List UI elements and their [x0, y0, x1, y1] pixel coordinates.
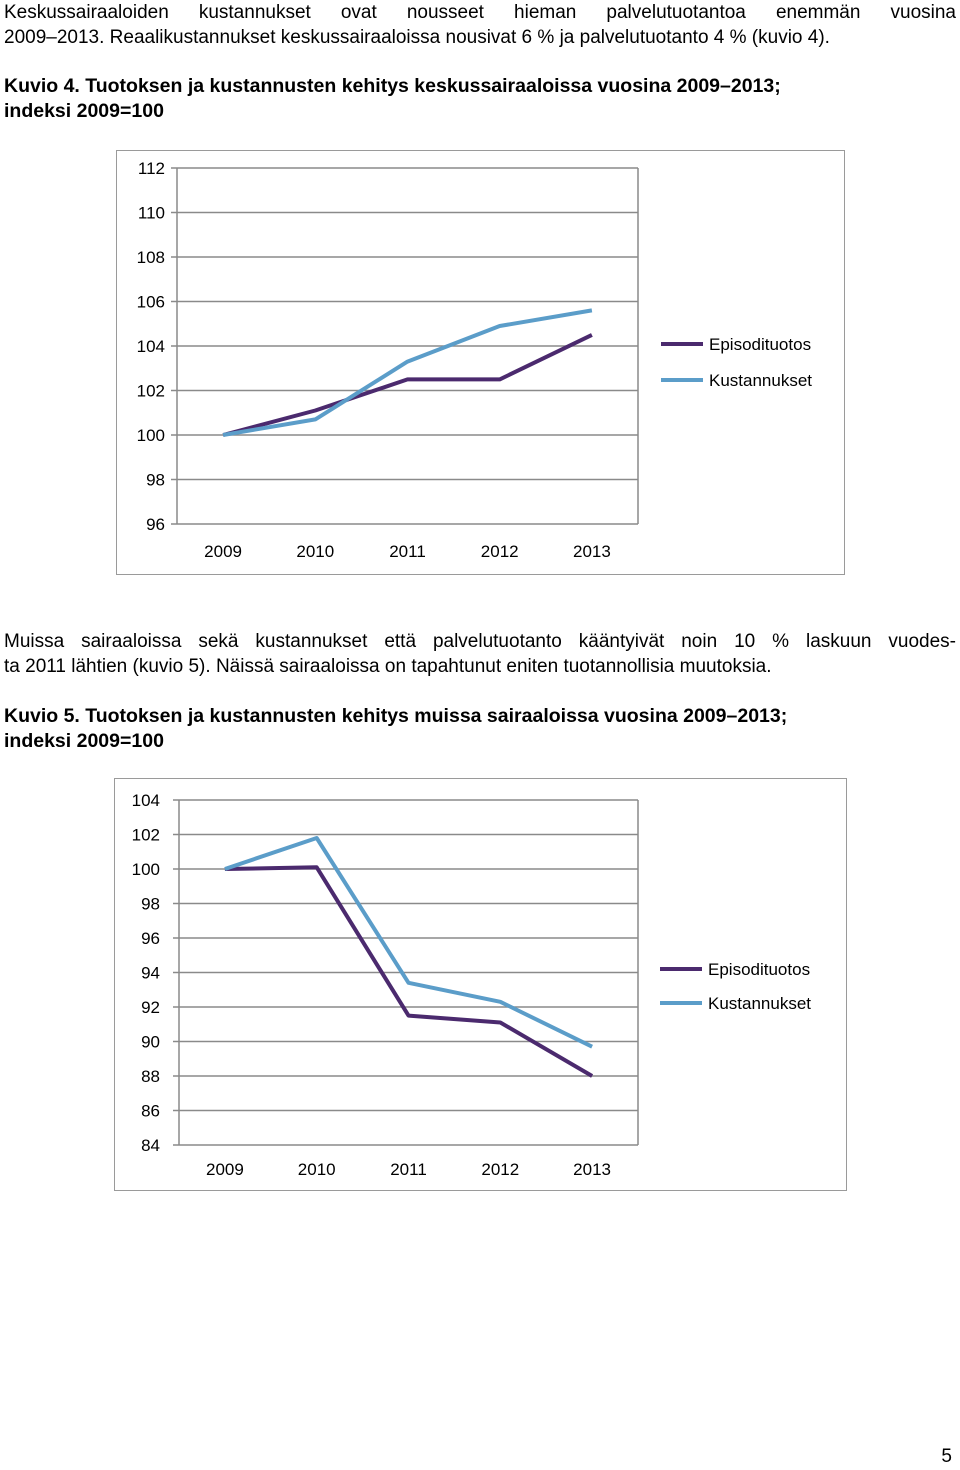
page-number: 5: [941, 1446, 952, 1467]
figure4-x-tick-label: 2012: [481, 542, 519, 561]
figure5-y-tick-label: 88: [141, 1067, 160, 1086]
figure4-y-tick-label: 112: [138, 159, 165, 178]
figure5-caption-line-1: Kuvio 5. Tuotoksen ja kustannusten kehit…: [4, 705, 788, 727]
figure4-y-tick-label: 102: [137, 382, 165, 401]
intro-paragraph-line-1: Keskussairaaloiden kustannukset ovat nou…: [4, 2, 956, 23]
figure5-x-tick-label: 2013: [573, 1160, 611, 1179]
figure5-chart-svg: 104 102 100 98 96 94 92 90 88 86 84 2009 2010 2011 201…: [132, 791, 812, 1179]
middle-paragraph-line-2: ta 2011 lähtien (kuvio 5). Näissä sairaa…: [4, 656, 772, 677]
figure4-series-line-1: [222, 333, 593, 437]
figure5-legend-label-2: Kustannukset: [708, 994, 811, 1013]
figure4-x-tick-label: 2011: [389, 542, 426, 561]
figure5-x-tick-label: 2011: [390, 1160, 427, 1179]
figure4-series-line-2: [222, 308, 593, 437]
figure5-y-tick-label: 86: [141, 1102, 160, 1121]
figure5-y-tick-label: 102: [132, 826, 160, 845]
figure5-chart: 104 102 100 98 96 94 92 90 88 86 84 2009 2010 2011 201…: [114, 778, 847, 1191]
figure4-y-tick-label: 106: [137, 293, 165, 312]
figure4-legend-label-2: Kustannukset: [709, 371, 812, 390]
figure5-series-line-1: [224, 865, 594, 1078]
figure4-chart-svg: 112 110 108 106 104 102 100 98 96 2009 2010 2011 201…: [137, 159, 813, 561]
figure5-caption-line-2: indeksi 2009=100: [4, 730, 164, 752]
figure5-x-tick-label: 2009: [206, 1160, 244, 1179]
figure5-legend-label-1: Episodituotos: [708, 960, 810, 979]
figure5-series-line-2: [224, 836, 593, 1049]
figure5-y-tick-label: 90: [141, 1033, 160, 1052]
figure5-y-tick-label: 100: [132, 860, 160, 879]
figure5-y-tick-label: 96: [141, 929, 160, 948]
figure4-y-tick-label: 104: [137, 337, 165, 356]
figure5-y-tick-label: 98: [141, 895, 160, 914]
figure5-y-tick-label: 94: [141, 964, 160, 983]
figure4-y-tick-label: 100: [137, 426, 165, 445]
figure4-y-tick-label: 96: [146, 515, 165, 534]
figure4-y-tick-label: 108: [137, 248, 165, 267]
figure4-y-tick-label: 98: [146, 471, 165, 490]
figure5-y-tick-label: 84: [141, 1136, 160, 1155]
figure4-chart: 112 110 108 106 104 102 100 98 96 2009 2010 2011 201…: [116, 150, 845, 575]
figure5-y-tick-label: 104: [132, 791, 160, 810]
middle-paragraph-line-1: Muissa sairaaloissa sekä kustannukset et…: [4, 631, 956, 652]
figure5-y-tick-label: 92: [141, 998, 160, 1017]
figure4-x-tick-label: 2010: [296, 542, 334, 561]
figure4-y-tick-label: 110: [138, 204, 165, 223]
figure4-caption-line-1: Kuvio 4. Tuotoksen ja kustannusten kehit…: [4, 75, 781, 97]
figure5-x-tick-label: 2010: [298, 1160, 336, 1179]
intro-paragraph-line-2: 2009–2013. Reaalikustannukset keskussair…: [4, 27, 830, 48]
figure5-x-tick-label: 2012: [481, 1160, 519, 1179]
figure4-legend-label-1: Episodituotos: [709, 335, 811, 354]
figure4-caption-line-2: indeksi 2009=100: [4, 100, 164, 122]
figure4-x-tick-label: 2009: [204, 542, 242, 561]
figure4-x-tick-label: 2013: [573, 542, 611, 561]
